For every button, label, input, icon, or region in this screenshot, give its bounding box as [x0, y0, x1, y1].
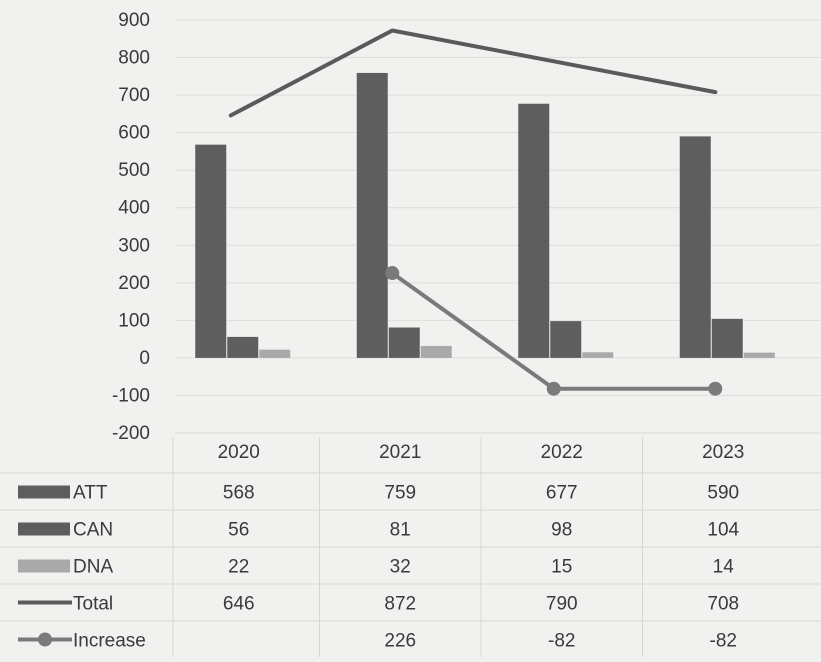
legend-label-total: Total — [73, 594, 113, 615]
legend-label-dna: DNA — [73, 557, 113, 578]
bar-dna — [743, 352, 775, 358]
legend-label-can: CAN — [73, 520, 113, 541]
legend-label-att: ATT — [73, 483, 108, 504]
y-tick-label: 300 — [118, 235, 150, 256]
table-cell: 790 — [546, 594, 578, 615]
x-tick-label: 2022 — [541, 442, 583, 463]
bar-dna — [582, 352, 614, 358]
gridlines — [175, 19, 821, 434]
bar-can — [711, 318, 743, 358]
table-cell: 677 — [546, 483, 578, 504]
y-tick-label: 800 — [118, 48, 150, 69]
bar-dna — [420, 345, 452, 358]
table-cell: 56 — [228, 520, 249, 541]
table-cell: 590 — [707, 483, 739, 504]
table-cell: 759 — [384, 483, 416, 504]
x-tick-label: 2021 — [379, 442, 421, 463]
table-cell: -82 — [710, 631, 737, 652]
x-tick-label: 2023 — [702, 442, 744, 463]
table-cell: 22 — [228, 557, 249, 578]
marker-increase — [385, 266, 400, 281]
y-tick-label: 100 — [118, 310, 150, 331]
table-cell: 81 — [390, 520, 411, 541]
y-tick-label: -100 — [112, 385, 150, 406]
y-tick-label: 700 — [118, 85, 150, 106]
table-cell: 15 — [551, 557, 572, 578]
y-tick-label: 900 — [118, 10, 150, 31]
legend-key-att — [18, 485, 70, 499]
bar-can — [227, 336, 259, 358]
y-tick-label: 200 — [118, 273, 150, 294]
marker-increase — [546, 381, 561, 396]
bar-att — [195, 144, 227, 358]
table-cell: 32 — [390, 557, 411, 578]
bar-dna — [259, 349, 291, 358]
y-axis-ticks: 900 800 700 600 500 400 300 200 100 0 -100 -200 — [112, 10, 150, 444]
legend-label-increase: Increase — [73, 631, 146, 652]
marker-increase — [708, 381, 723, 396]
line-total — [228, 28, 718, 118]
x-axis-ticks: 2020 2021 2022 2023 — [218, 442, 745, 463]
x-tick-label: 2020 — [218, 442, 260, 463]
table-cell: 646 — [223, 594, 255, 615]
table-cell: -82 — [548, 631, 575, 652]
table-cell: 708 — [707, 594, 739, 615]
bar-att — [679, 136, 711, 358]
data-table: ATT 568 759 677 590 CAN 56 81 98 104 DNA 22 32 15 14 To… — [0, 437, 821, 659]
bars — [195, 72, 775, 358]
table-cell: 14 — [713, 557, 735, 578]
y-tick-label: 600 — [118, 123, 150, 144]
y-tick-label: 0 — [139, 348, 150, 369]
lines — [228, 28, 723, 396]
legend-key-dna — [18, 559, 70, 573]
bar-can — [550, 321, 582, 358]
table-cell: 104 — [707, 520, 739, 541]
legend-key-can — [18, 522, 70, 536]
bar-can — [388, 327, 420, 358]
y-tick-label: -200 — [112, 423, 150, 444]
y-tick-label: 500 — [118, 160, 150, 181]
table-cell: 226 — [384, 631, 416, 652]
table-cell: 98 — [551, 520, 572, 541]
bar-att — [518, 103, 550, 358]
y-tick-label: 400 — [118, 198, 150, 219]
table-cell: 568 — [223, 483, 255, 504]
table-cell: 872 — [384, 594, 416, 615]
bar-att — [356, 72, 388, 358]
legend-key-marker — [38, 632, 52, 647]
